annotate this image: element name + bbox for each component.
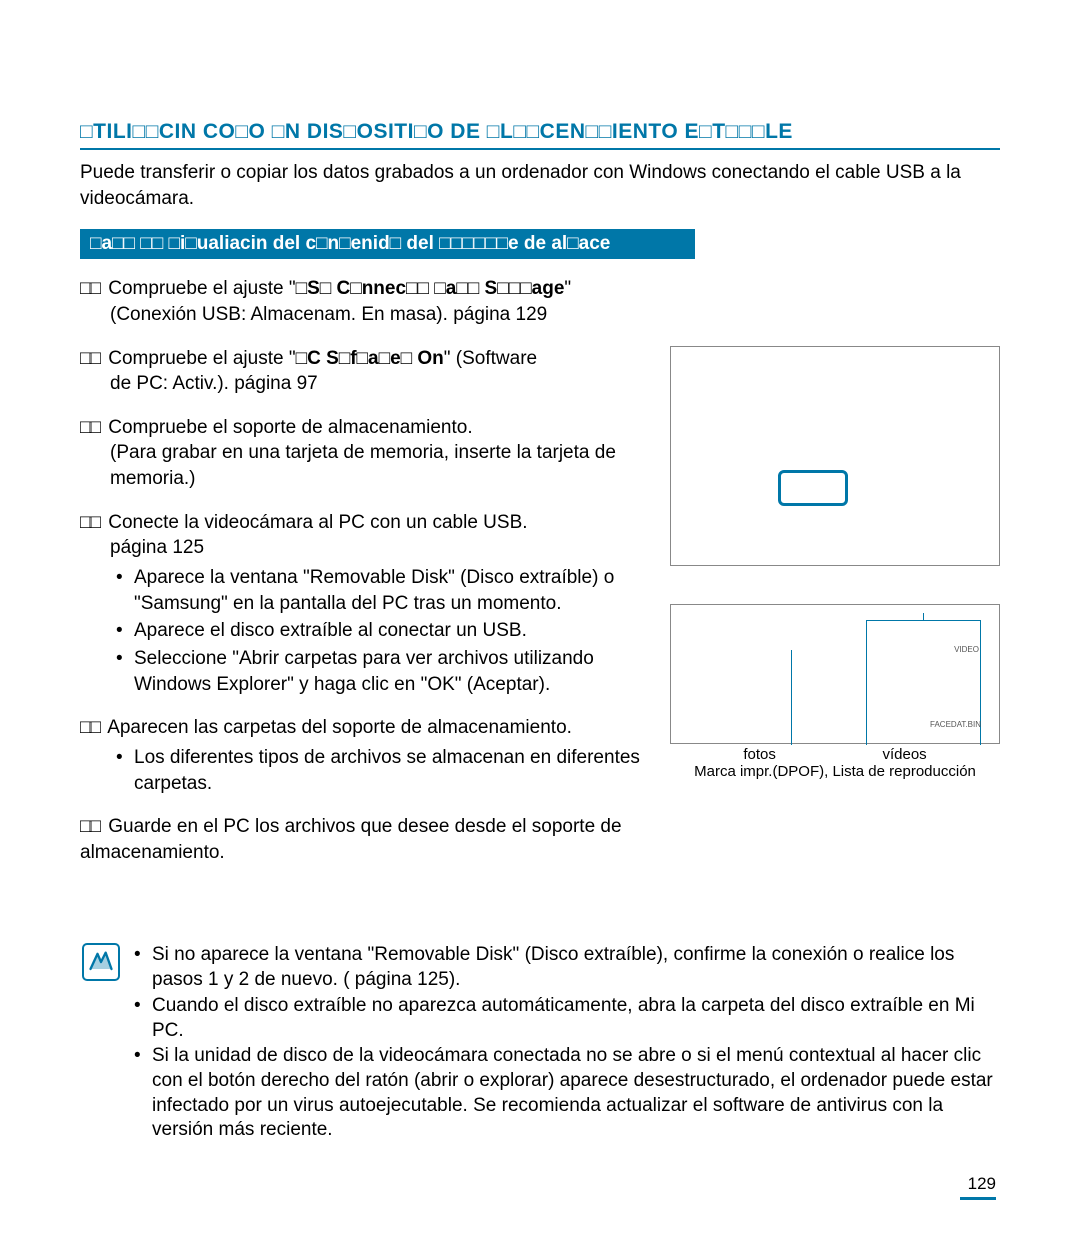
step-5: □□ Aparecen las carpetas del soporte de …	[80, 715, 650, 796]
step-text: Guarde en el PC los archivos que desee d…	[80, 816, 622, 863]
step-1: □□ Compruebe el ajuste "□S□ C□nnec□□ □a□…	[80, 276, 650, 327]
step-continuation: (Para grabar en una tarjeta de memoria, …	[110, 440, 650, 491]
page-number: 129	[80, 1174, 1000, 1194]
step-number: □□	[80, 512, 99, 533]
step-bold: □S□ C□nnec□□ □a□□ S□□□age	[296, 278, 565, 299]
step-lead: Compruebe el ajuste "	[108, 348, 295, 369]
step-2: □□ Compruebe el ajuste "□C S□f□a□e□ On" …	[80, 346, 650, 397]
step-number: □□	[80, 717, 99, 738]
step-bullets: Aparece la ventana "Removable Disk" (Dis…	[110, 565, 650, 697]
step-number: □□	[80, 816, 99, 837]
tree-line-icon	[791, 650, 792, 745]
bullet-item: Los diferentes tipos de archivos se alma…	[110, 745, 650, 796]
content-wrapper: □□ Compruebe el ajuste "□S□ C□nnec□□ □a□…	[80, 276, 1000, 883]
step-number: □□	[80, 348, 99, 369]
tree-bracket-mid-icon	[923, 613, 924, 621]
note-item: Si la unidad de disco de la videocámara …	[130, 1044, 998, 1143]
figure-caption-sub: Marca impr.(DPOF), Lista de reproducción	[670, 763, 1000, 781]
figure-screenshot-1	[670, 346, 1000, 566]
note-icon	[82, 943, 120, 981]
step-tail: " (Software	[444, 348, 537, 369]
note-list: Si no aparece la ventana "Removable Disk…	[130, 943, 998, 1144]
step-continuation: (Conexión USB: Almacenam. En masa). pági…	[110, 302, 650, 328]
step-continuation: página 125	[110, 535, 650, 561]
folder-label-facedat: FACEDAT.BIN	[930, 720, 981, 729]
page-underline-icon	[960, 1197, 996, 1200]
note-item: Si no aparece la ventana "Removable Disk…	[130, 943, 998, 992]
step-text: Compruebe el ajuste "□C S□f□a□e□ On" (So…	[108, 348, 537, 369]
note-box: Si no aparece la ventana "Removable Disk…	[80, 943, 1000, 1144]
bullet-item: Aparece la ventana "Removable Disk" (Dis…	[110, 565, 650, 616]
step-number: □□	[80, 278, 99, 299]
step-text: Conecte la videocámara al PC con un cabl…	[108, 512, 527, 533]
step-text: Aparecen las carpetas del soporte de alm…	[107, 717, 572, 738]
step-bullets: Los diferentes tipos de archivos se alma…	[110, 745, 650, 796]
caption-videos: vídeos	[882, 746, 926, 763]
step-lead: Compruebe el ajuste "	[108, 278, 295, 299]
bullet-item: Aparece el disco extraíble al conectar u…	[110, 618, 650, 644]
step-3: □□ Compruebe el soporte de almacenamient…	[80, 415, 650, 492]
highlight-rect-icon	[778, 470, 848, 506]
step-6: □□ Guarde en el PC los archivos que dese…	[80, 814, 650, 865]
step-number: □□	[80, 417, 99, 438]
step-continuation: de PC: Activ.). página 97	[110, 371, 650, 397]
step-bold: □C S□f□a□e□ On	[296, 348, 444, 369]
caption-photos: fotos	[743, 746, 776, 763]
folder-label-video: VIDEO	[954, 645, 979, 654]
steps-column: □□ Compruebe el ajuste "□S□ C□nnec□□ □a□…	[80, 276, 650, 883]
note-item: Cuando el disco extraíble no aparezca au…	[130, 994, 998, 1043]
bullet-item: Seleccione "Abrir carpetas para ver arch…	[110, 646, 650, 697]
figures-column: VIDEO FACEDAT.BIN fotos vídeos Marca imp…	[670, 276, 1000, 883]
step-tail: "	[564, 278, 571, 299]
figure-folder-tree: VIDEO FACEDAT.BIN	[670, 604, 1000, 744]
intro-paragraph: Puede transferir o copiar los datos grab…	[80, 160, 1000, 211]
step-4: □□ Conecte la videocámara al PC con un c…	[80, 510, 650, 697]
subsection-title: □a□□ □□ □i□ualiacin del c□n□enid□ del □□…	[80, 229, 695, 259]
page-title: □TILI□□CIN CO□O □N DIS□OSITI□O DE □L□□CE…	[80, 120, 1000, 150]
step-text: Compruebe el soporte de almacenamiento.	[108, 417, 472, 438]
figure-caption-row: fotos vídeos	[670, 746, 1000, 763]
step-text: Compruebe el ajuste "□S□ C□nnec□□ □a□□ S…	[108, 278, 571, 299]
